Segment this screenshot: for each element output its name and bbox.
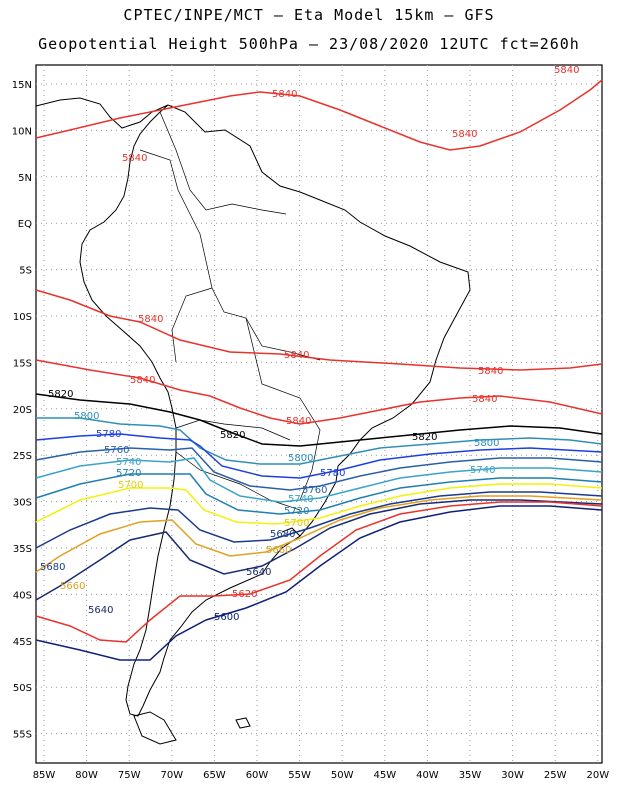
label-5840-j: 5840 (286, 416, 311, 427)
label-5840-f: 5840 (284, 350, 309, 361)
label-5760-a: 5760 (104, 445, 129, 456)
label-5760-b: 5760 (302, 485, 327, 496)
tierra-del-fuego (133, 711, 177, 745)
falklands (235, 717, 251, 729)
label-5740-b: 5740 (288, 494, 313, 505)
lat-tick-label: 50S (13, 683, 32, 694)
label-5740-c: 5740 (470, 465, 495, 476)
lon-tick-label: 35W (459, 770, 482, 781)
coastline (35, 97, 471, 745)
label-5640-b: 5640 (246, 567, 271, 578)
label-5800-b: 5800 (288, 453, 313, 464)
label-5820-c: 5820 (412, 432, 437, 443)
label-5820-a: 5820 (48, 389, 73, 400)
label-5680-b: 5680 (270, 529, 295, 540)
lat-tick-label: 55S (13, 730, 32, 741)
contour-5640 (35, 499, 603, 601)
lon-tick-label: 60W (246, 770, 269, 781)
contour-5740 (35, 457, 603, 503)
label-5840-h: 5840 (130, 375, 155, 386)
uruguay-estuary (281, 527, 301, 537)
lon-tick-label: 70W (160, 770, 183, 781)
contour-5780 (35, 433, 603, 479)
lat-tick-label: 40S (13, 590, 32, 601)
label-5840-g: 5840 (478, 366, 503, 377)
lat-tick-label: 5S (19, 266, 32, 277)
lon-tick-label: 85W (33, 770, 56, 781)
label-5660-b: 5660 (266, 545, 291, 556)
lon-tick-label: 30W (501, 770, 524, 781)
contour-5840-north (35, 79, 603, 151)
map-frame (35, 64, 603, 764)
label-5740-a: 5740 (116, 457, 141, 468)
lat-tick-label: 45S (13, 637, 32, 648)
label-5780-a: 5780 (96, 429, 121, 440)
map-title-line-1: CPTEC/INPE/MCT – Eta Model 15km – GFS (123, 6, 495, 24)
south-america-coast (79, 104, 471, 717)
label-5840-e: 5840 (138, 314, 163, 325)
label-5820-b: 5820 (220, 430, 245, 441)
contour-5840-south (35, 289, 603, 371)
lat-tick-label: 30S (13, 498, 32, 509)
label-5700-a: 5700 (118, 480, 143, 491)
label-5840-a: 5840 (272, 89, 297, 100)
label-5840-d: 5840 (554, 65, 579, 76)
lat-tick-label: 10N (12, 126, 32, 137)
label-5660-a: 5660 (60, 581, 85, 592)
label-5840-b: 5840 (452, 129, 477, 140)
contour-5700 (35, 483, 603, 525)
map-title-line-2: Geopotential Height 500hPa – 23/08/2020 … (38, 35, 580, 53)
contour-5680 (35, 491, 603, 549)
lon-tick-label: 20W (586, 770, 609, 781)
lat-tick-label: 15S (13, 358, 32, 369)
lat-tick-label: EQ (18, 219, 32, 230)
label-5780-b: 5780 (320, 468, 345, 479)
contour-5760 (35, 447, 603, 491)
lon-tick-label: 40W (416, 770, 439, 781)
latitude-labels: 15N 10N 5N EQ 5S 10S 15S 20S 25S 30S 35S 40S 45S 50S 5… (12, 80, 32, 741)
lat-tick-label: 5N (18, 173, 32, 184)
label-5800-c: 5800 (474, 438, 499, 449)
label-5800-a: 5800 (74, 411, 99, 422)
label-5840-c: 5840 (122, 153, 147, 164)
label-5700-b: 5700 (284, 518, 309, 529)
label-5600-a: 5600 (214, 612, 239, 623)
contour-5660 (35, 495, 603, 573)
lat-tick-label: 20S (13, 405, 32, 416)
central-america-coast (35, 97, 169, 129)
lat-tick-label: 25S (13, 451, 32, 462)
contour-5840-inner (35, 359, 603, 425)
lon-tick-label: 80W (75, 770, 98, 781)
label-5620-a: 5620 (232, 589, 257, 600)
contour-5720 (35, 473, 603, 515)
lon-tick-label: 25W (544, 770, 567, 781)
lon-tick-label: 45W (373, 770, 396, 781)
label-5720-b: 5720 (284, 506, 309, 517)
lat-tick-label: 35S (13, 544, 32, 555)
lon-tick-label: 55W (288, 770, 311, 781)
label-5680-a: 5680 (40, 562, 65, 573)
lat-tick-label: 10S (13, 312, 32, 323)
label-5840-i: 5840 (472, 394, 497, 405)
contour-5800 (36, 417, 603, 465)
lon-tick-label: 65W (203, 770, 226, 781)
lon-tick-label: 50W (331, 770, 354, 781)
lon-tick-label: 75W (118, 770, 141, 781)
contour-5820 (35, 393, 603, 447)
contour-5620 (35, 501, 603, 643)
contour-5600 (35, 505, 603, 661)
label-5720-a: 5720 (116, 468, 141, 479)
country-borders (139, 111, 321, 511)
lat-tick-label: 15N (12, 80, 32, 91)
lat-lon-grid (36, 65, 602, 763)
label-5640-a: 5640 (88, 605, 113, 616)
longitude-labels: 85W 80W 75W 70W 65W 60W 55W 50W 45W 40W 35W 30W 25W 2… (33, 770, 610, 781)
